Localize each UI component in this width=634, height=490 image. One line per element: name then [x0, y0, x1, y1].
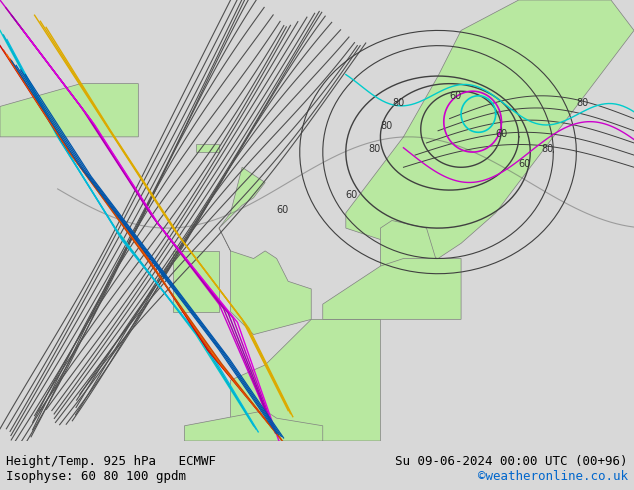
- Text: 60: 60: [496, 129, 508, 139]
- Polygon shape: [380, 220, 438, 266]
- Text: 80: 80: [380, 121, 392, 131]
- Text: 80: 80: [542, 144, 554, 154]
- Polygon shape: [346, 0, 634, 259]
- Text: Su 09-06-2024 00:00 UTC (00+96): Su 09-06-2024 00:00 UTC (00+96): [395, 455, 628, 468]
- Polygon shape: [231, 319, 380, 441]
- Text: 60: 60: [519, 159, 531, 169]
- Text: 60: 60: [276, 205, 289, 215]
- Text: 60: 60: [346, 190, 358, 200]
- Text: Isophyse: 60 80 100 gpdm: Isophyse: 60 80 100 gpdm: [6, 469, 186, 483]
- Polygon shape: [323, 259, 461, 319]
- Text: Height/Temp. 925 hPa   ECMWF: Height/Temp. 925 hPa ECMWF: [6, 455, 216, 468]
- Text: 80: 80: [392, 98, 404, 108]
- Polygon shape: [0, 84, 138, 137]
- Polygon shape: [173, 251, 219, 312]
- Polygon shape: [219, 167, 311, 335]
- Polygon shape: [196, 145, 219, 152]
- Polygon shape: [184, 411, 323, 441]
- Text: 80: 80: [576, 98, 588, 108]
- Text: 60: 60: [450, 91, 462, 101]
- Text: 80: 80: [369, 144, 381, 154]
- Text: ©weatheronline.co.uk: ©weatheronline.co.uk: [477, 469, 628, 483]
